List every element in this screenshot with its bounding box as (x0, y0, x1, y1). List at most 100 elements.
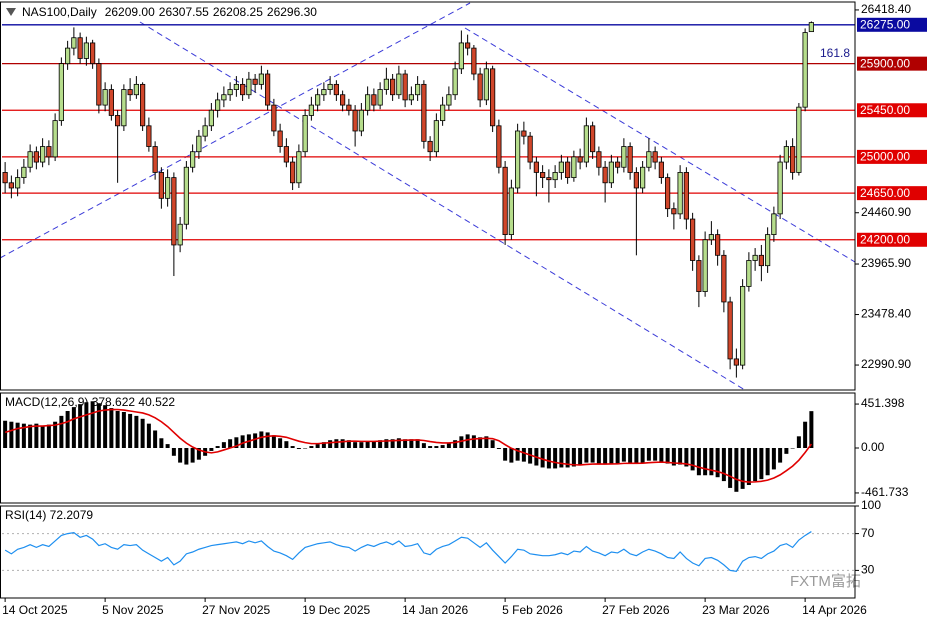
macd-bar (71, 407, 76, 448)
candle-body (783, 146, 789, 163)
candle-body (677, 172, 683, 215)
macd-bar (209, 448, 214, 451)
macd-bar (384, 439, 389, 448)
x-tick-label: 5 Feb 2026 (502, 603, 563, 617)
candle-body (671, 208, 677, 215)
macd-bar (65, 411, 70, 448)
x-tick-label: 19 Dec 2025 (302, 603, 370, 617)
candle-body (352, 109, 358, 132)
macd-bar (453, 440, 458, 448)
candle-body (90, 42, 96, 65)
candle-body (183, 166, 189, 225)
candle-body (33, 151, 39, 163)
candle-body (552, 172, 558, 181)
candle-body (133, 83, 139, 96)
candle-body (2, 172, 8, 184)
panel-frame (0, 392, 856, 504)
candle-body (258, 73, 264, 85)
candle-body (340, 94, 346, 106)
macd-bar (146, 423, 151, 448)
candle-body (583, 125, 589, 163)
candle-body (665, 177, 671, 210)
trendlines (0, 2, 856, 391)
macd-bar (790, 448, 795, 449)
macd-bar (484, 436, 489, 448)
candle-body (290, 161, 296, 184)
candle-body (277, 130, 283, 147)
candle-body (327, 83, 333, 90)
macd-bar (428, 446, 433, 448)
candle-body (233, 83, 239, 90)
macd-bar (396, 438, 401, 448)
macd-bar (353, 442, 358, 448)
chart-header: NAS100,Daily 26209.00 26307.55 26208.25 2629… (22, 5, 317, 19)
y-tick-label: 23965.90 (861, 256, 911, 270)
macd-bar (671, 448, 676, 466)
candle-body (146, 125, 152, 147)
macd-bar (234, 437, 239, 448)
macd-bar (521, 448, 526, 462)
x-tick-label: 27 Nov 2025 (202, 603, 270, 617)
candle-body (127, 89, 133, 96)
macd-bar (215, 446, 220, 448)
macd-bar (440, 445, 445, 448)
macd-bar (421, 443, 426, 448)
macd-bar (615, 448, 620, 464)
x-tick-label: 5 Nov 2025 (102, 603, 164, 617)
candle-body (790, 146, 796, 173)
macd-bar (446, 443, 451, 448)
candle-body (440, 104, 446, 122)
macd-bar (759, 448, 764, 480)
candle-body (421, 83, 427, 142)
candle-body (27, 151, 33, 168)
candle-body (502, 166, 508, 235)
macd-bar (690, 448, 695, 471)
ohlc-label: 26307.55 (159, 5, 209, 19)
candle-body (733, 358, 739, 366)
macd-bar (546, 448, 551, 469)
candle-body (8, 182, 14, 189)
macd-bar (553, 448, 558, 469)
macd-bar (371, 441, 376, 448)
candle-body (83, 42, 89, 59)
candle-body (752, 254, 758, 261)
candle-body (796, 106, 802, 173)
candle-body (458, 42, 464, 70)
macd-bar (278, 438, 283, 448)
candle-body (758, 254, 764, 267)
candle-body (433, 120, 439, 153)
candle-body (690, 218, 696, 261)
trendline (139, 21, 746, 391)
candle-body (390, 78, 396, 96)
macd-bar (390, 439, 395, 448)
macd-bar (471, 435, 476, 448)
macd-bar (346, 440, 351, 448)
candle-body (765, 234, 771, 267)
macd-bar (490, 440, 495, 448)
macd-bar (609, 448, 614, 464)
candle-body (802, 32, 808, 108)
candle-body (108, 89, 114, 116)
macd-bar (171, 448, 176, 456)
price-level-box (857, 186, 927, 201)
macd-bar (415, 439, 420, 448)
candle-body (152, 146, 158, 173)
candle-body (533, 161, 539, 173)
candle-body (358, 109, 364, 132)
macd-bar (303, 448, 308, 449)
candle-body (52, 120, 58, 158)
macd-bar (90, 401, 95, 448)
candle-body (652, 151, 658, 163)
candle-body (515, 130, 521, 189)
macd-bar (340, 439, 345, 448)
candle-body (196, 135, 202, 153)
macd-bar (84, 402, 89, 448)
price-level-box (857, 56, 927, 71)
macd-bar (296, 448, 301, 449)
watermark: FXTM富拓 (790, 572, 861, 590)
candle-body (271, 104, 277, 132)
macd-bar (271, 435, 276, 448)
macd-bar (653, 448, 658, 461)
macd-bar (678, 448, 683, 465)
